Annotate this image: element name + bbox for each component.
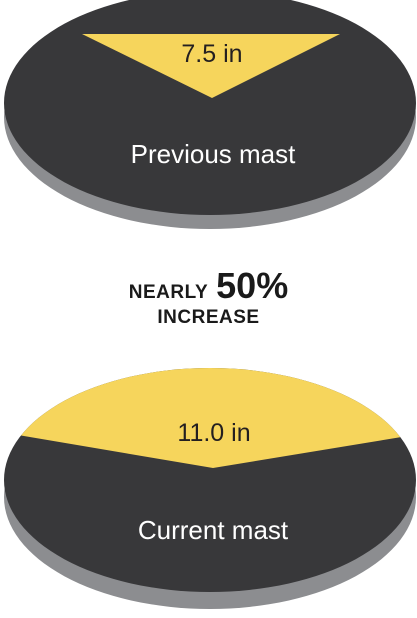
headline-suffix: INCREASE xyxy=(157,307,260,328)
headline-prefix: NEARLY xyxy=(128,282,209,303)
previous-mast-disc: 7.5 in Previous mast xyxy=(4,0,416,229)
previous-mast-value: 7.5 in xyxy=(181,40,242,68)
previous-mast-caption: Previous mast xyxy=(131,139,296,169)
previous-mast-wedge xyxy=(82,34,340,98)
current-mast-caption: Current mast xyxy=(138,515,289,545)
current-mast-value: 11.0 in xyxy=(177,419,250,447)
previous-mast-disc-face xyxy=(4,0,416,215)
current-mast-disc: 11.0 in Current mast xyxy=(4,368,416,609)
increase-headline: NEARLY 50% INCREASE xyxy=(0,265,417,328)
headline-percent: 50% xyxy=(216,265,289,306)
current-mast-wedge xyxy=(4,368,416,468)
